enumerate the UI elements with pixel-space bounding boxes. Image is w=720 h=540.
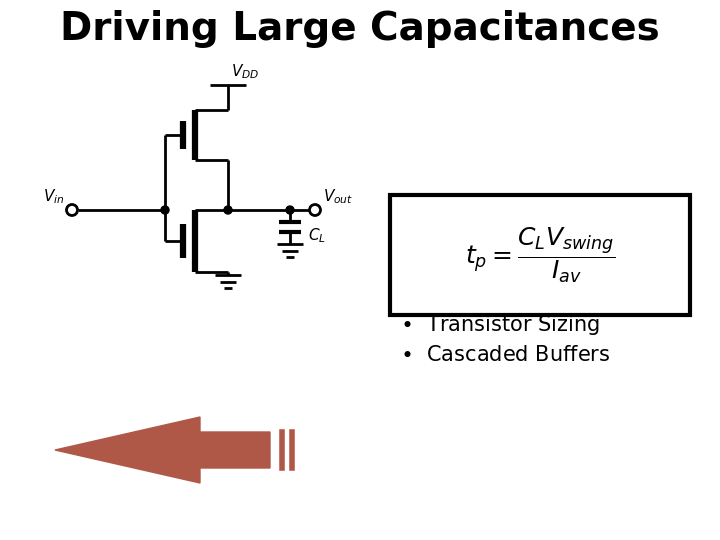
Text: $V_{DD}$: $V_{DD}$ xyxy=(231,62,259,81)
Circle shape xyxy=(66,205,78,215)
Circle shape xyxy=(310,205,320,215)
Text: $t_p = \dfrac{C_L V_{swing}}{I_{av}}$: $t_p = \dfrac{C_L V_{swing}}{I_{av}}$ xyxy=(464,225,616,285)
Text: Driving Large Capacitances: Driving Large Capacitances xyxy=(60,10,660,48)
Circle shape xyxy=(224,206,232,214)
Polygon shape xyxy=(55,417,270,483)
Circle shape xyxy=(161,206,169,214)
Text: $V_{out}$: $V_{out}$ xyxy=(323,187,354,206)
Text: $V_{in}$: $V_{in}$ xyxy=(42,187,64,206)
Text: $\bullet$  Cascaded Buffers: $\bullet$ Cascaded Buffers xyxy=(400,345,611,365)
Text: $C_L$: $C_L$ xyxy=(308,227,326,245)
FancyBboxPatch shape xyxy=(390,195,690,315)
Text: $\bullet$  Transistor Sizing: $\bullet$ Transistor Sizing xyxy=(400,313,600,337)
Circle shape xyxy=(286,206,294,214)
